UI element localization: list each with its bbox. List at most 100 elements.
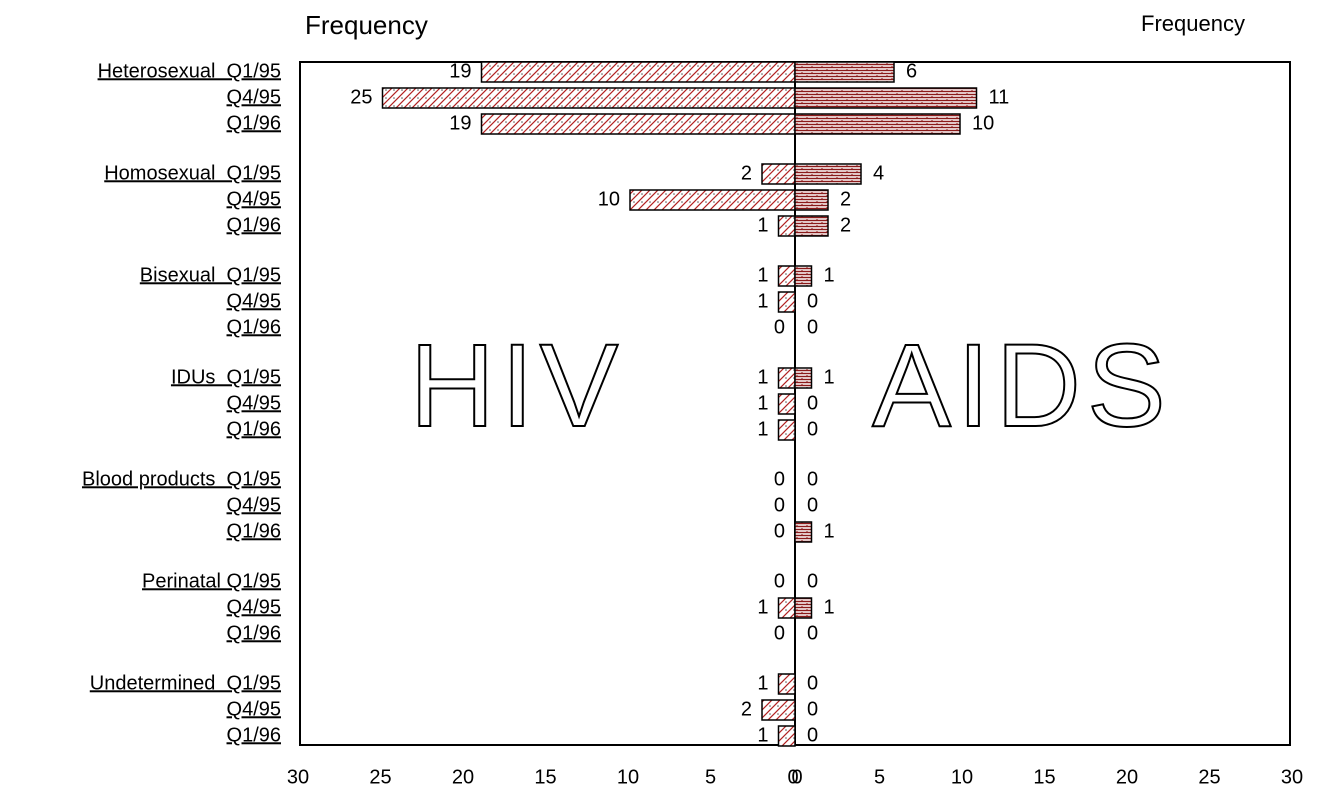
value-label: 1 bbox=[824, 366, 835, 388]
category-label: Q4/95 bbox=[227, 392, 281, 414]
category-label: Q4/95 bbox=[227, 188, 281, 210]
value-label: 19 bbox=[449, 60, 471, 82]
value-label: 1 bbox=[824, 264, 835, 286]
left-series-label: HIV bbox=[410, 320, 625, 452]
right-series-label: AIDS bbox=[872, 320, 1171, 452]
category-label: Q4/95 bbox=[227, 596, 281, 618]
bar bbox=[794, 265, 813, 287]
value-label: 11 bbox=[989, 86, 1010, 108]
category-label: Perinatal Q1/95 bbox=[142, 570, 281, 592]
x-tick-label: 0 bbox=[787, 766, 798, 788]
bar bbox=[761, 163, 796, 185]
value-label: 1 bbox=[757, 672, 768, 694]
bar bbox=[777, 367, 796, 389]
bar bbox=[794, 215, 829, 237]
category-label: Blood products Q1/95 bbox=[82, 468, 281, 490]
category-label: Q1/96 bbox=[227, 724, 281, 746]
value-label: 2 bbox=[741, 162, 752, 184]
value-label: 2 bbox=[840, 214, 851, 236]
value-label: 10 bbox=[598, 188, 620, 210]
category-label: Q1/96 bbox=[227, 112, 281, 134]
value-label: 0 bbox=[774, 316, 785, 338]
value-label: 1 bbox=[757, 264, 768, 286]
value-label: 0 bbox=[807, 494, 818, 516]
left-title: Frequency bbox=[305, 10, 428, 40]
value-label: 1 bbox=[757, 392, 768, 414]
x-tick-label: 20 bbox=[452, 766, 474, 788]
category-label: Q1/96 bbox=[227, 622, 281, 644]
right-title: Frequency bbox=[1141, 11, 1245, 36]
x-tick-label: 30 bbox=[287, 766, 309, 788]
bar bbox=[777, 291, 796, 313]
bar bbox=[794, 521, 813, 543]
category-label: Q1/96 bbox=[227, 418, 281, 440]
category-label: Homosexual Q1/95 bbox=[104, 162, 281, 184]
value-label: 1 bbox=[757, 290, 768, 312]
x-tick-label: 10 bbox=[617, 766, 639, 788]
value-label: 0 bbox=[807, 672, 818, 694]
value-label: 0 bbox=[774, 622, 785, 644]
bar bbox=[794, 367, 813, 389]
value-label: 1 bbox=[757, 366, 768, 388]
value-label: 1 bbox=[757, 596, 768, 618]
category-label: Q1/96 bbox=[227, 520, 281, 542]
category-label: Heterosexual Q1/95 bbox=[98, 60, 281, 82]
bar bbox=[794, 597, 813, 619]
value-label: 1 bbox=[757, 418, 768, 440]
value-label: 0 bbox=[774, 494, 785, 516]
bar bbox=[777, 725, 796, 747]
value-label: 0 bbox=[774, 468, 785, 490]
category-label: Q4/95 bbox=[227, 290, 281, 312]
category-label: Undetermined Q1/95 bbox=[90, 672, 281, 694]
x-tick-label: 0 bbox=[791, 766, 802, 788]
value-label: 1 bbox=[757, 724, 768, 746]
value-label: 4 bbox=[873, 162, 884, 184]
value-label: 0 bbox=[807, 468, 818, 490]
x-tick-label: 25 bbox=[1198, 766, 1220, 788]
category-label: IDUs Q1/95 bbox=[171, 366, 281, 388]
value-label: 2 bbox=[840, 188, 851, 210]
category-label: Q4/95 bbox=[227, 494, 281, 516]
bar bbox=[777, 597, 796, 619]
category-label: Q4/95 bbox=[227, 86, 281, 108]
bar bbox=[794, 61, 895, 83]
bar bbox=[381, 87, 796, 109]
value-label: 0 bbox=[807, 724, 818, 746]
x-tick-label: 15 bbox=[1033, 766, 1055, 788]
category-label: Q1/96 bbox=[227, 214, 281, 236]
x-tick-label: 30 bbox=[1281, 766, 1303, 788]
bar bbox=[777, 673, 796, 695]
value-label: 0 bbox=[807, 316, 818, 338]
value-label: 0 bbox=[807, 392, 818, 414]
value-label: 0 bbox=[774, 570, 785, 592]
x-tick-label: 5 bbox=[874, 766, 885, 788]
bar bbox=[777, 265, 796, 287]
value-label: 1 bbox=[757, 214, 768, 236]
category-label: Q1/96 bbox=[227, 316, 281, 338]
value-label: 25 bbox=[350, 86, 372, 108]
value-label: 1 bbox=[824, 520, 835, 542]
bar bbox=[794, 163, 862, 185]
x-tick-label: 5 bbox=[705, 766, 716, 788]
value-label: 2 bbox=[741, 698, 752, 720]
bar bbox=[629, 189, 796, 211]
value-label: 10 bbox=[972, 112, 994, 134]
bar bbox=[480, 61, 796, 83]
bar bbox=[480, 113, 796, 135]
value-label: 0 bbox=[807, 418, 818, 440]
value-label: 0 bbox=[807, 698, 818, 720]
x-tick-label: 15 bbox=[534, 766, 556, 788]
value-label: 6 bbox=[906, 60, 917, 82]
value-label: 0 bbox=[807, 622, 818, 644]
category-label: Q4/95 bbox=[227, 698, 281, 720]
bar bbox=[777, 215, 796, 237]
bar bbox=[777, 393, 796, 415]
value-label: 0 bbox=[807, 290, 818, 312]
bar bbox=[794, 189, 829, 211]
x-tick-label: 25 bbox=[369, 766, 391, 788]
value-label: 0 bbox=[774, 520, 785, 542]
value-label: 19 bbox=[449, 112, 471, 134]
value-label: 1 bbox=[824, 596, 835, 618]
bar bbox=[761, 699, 796, 721]
